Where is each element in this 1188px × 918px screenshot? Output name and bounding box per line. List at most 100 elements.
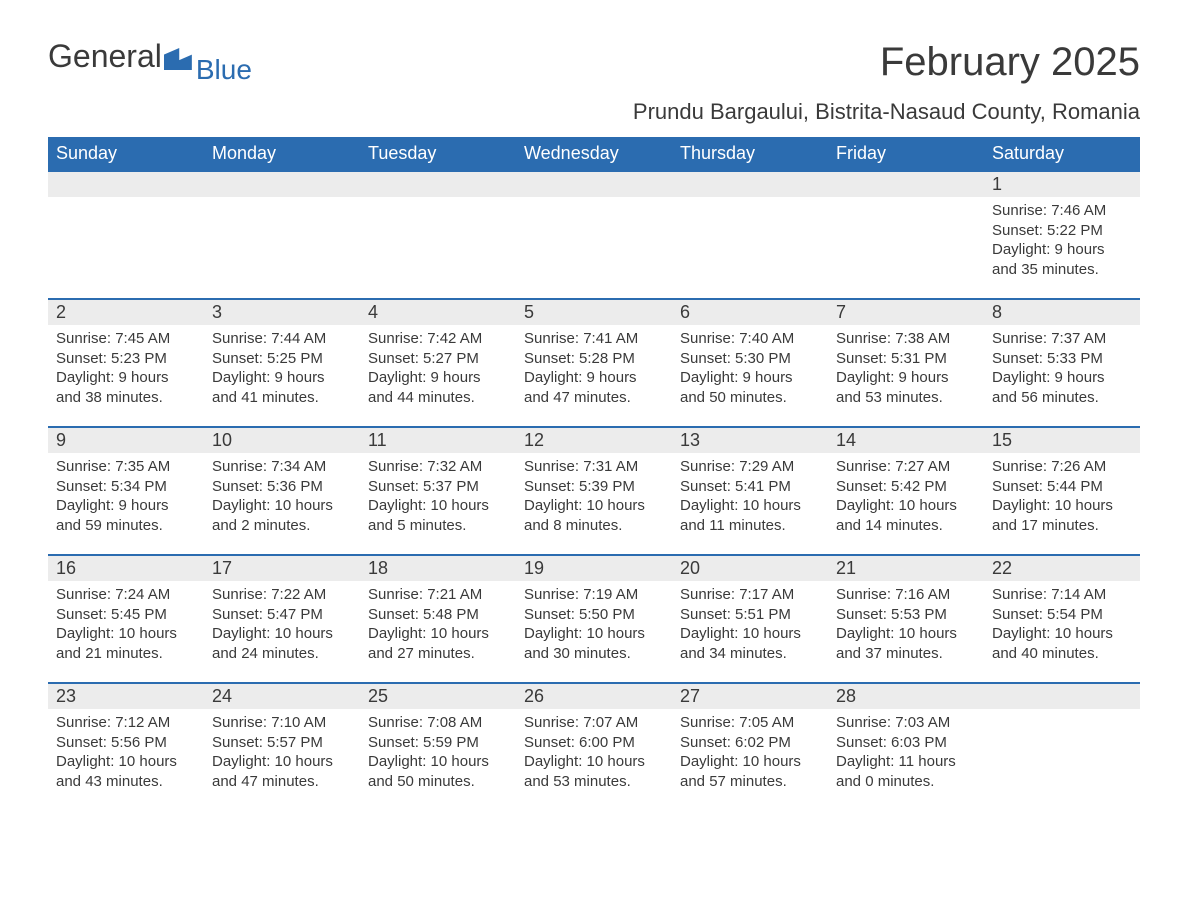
sunrise-line: Sunrise: 7:19 AM: [524, 585, 664, 605]
sunrise-line: Sunrise: 7:38 AM: [836, 329, 976, 349]
day-header-row: SundayMondayTuesdayWednesdayThursdayFrid…: [48, 137, 1140, 171]
day-body: Sunrise: 7:46 AMSunset: 5:22 PMDaylight:…: [984, 197, 1140, 287]
day-body: [516, 197, 672, 209]
day-cell: [828, 171, 984, 299]
sunrise-line: Sunrise: 7:03 AM: [836, 713, 976, 733]
day-body: Sunrise: 7:26 AMSunset: 5:44 PMDaylight:…: [984, 453, 1140, 543]
daylight-line: Daylight: 10 hours and 27 minutes.: [368, 624, 508, 663]
sunset-line: Sunset: 5:56 PM: [56, 733, 196, 753]
day-number: 7: [828, 300, 984, 325]
daylight-line: Daylight: 10 hours and 57 minutes.: [680, 752, 820, 791]
day-body: Sunrise: 7:29 AMSunset: 5:41 PMDaylight:…: [672, 453, 828, 543]
day-cell: 1Sunrise: 7:46 AMSunset: 5:22 PMDaylight…: [984, 171, 1140, 299]
day-body: Sunrise: 7:12 AMSunset: 5:56 PMDaylight:…: [48, 709, 204, 799]
day-cell: 2Sunrise: 7:45 AMSunset: 5:23 PMDaylight…: [48, 299, 204, 427]
sunset-line: Sunset: 5:33 PM: [992, 349, 1132, 369]
title-block: February 2025: [880, 40, 1140, 85]
day-body: Sunrise: 7:41 AMSunset: 5:28 PMDaylight:…: [516, 325, 672, 415]
day-body: Sunrise: 7:45 AMSunset: 5:23 PMDaylight:…: [48, 325, 204, 415]
day-number: 16: [48, 556, 204, 581]
brand-part2: Blue: [196, 56, 252, 84]
daylight-line: Daylight: 10 hours and 21 minutes.: [56, 624, 196, 663]
sunrise-line: Sunrise: 7:42 AM: [368, 329, 508, 349]
daylight-line: Daylight: 9 hours and 44 minutes.: [368, 368, 508, 407]
sunrise-line: Sunrise: 7:16 AM: [836, 585, 976, 605]
daylight-line: Daylight: 10 hours and 50 minutes.: [368, 752, 508, 791]
sunset-line: Sunset: 5:25 PM: [212, 349, 352, 369]
day-body: Sunrise: 7:34 AMSunset: 5:36 PMDaylight:…: [204, 453, 360, 543]
week-row: 1Sunrise: 7:46 AMSunset: 5:22 PMDaylight…: [48, 171, 1140, 299]
day-cell: 17Sunrise: 7:22 AMSunset: 5:47 PMDayligh…: [204, 555, 360, 683]
day-body: Sunrise: 7:37 AMSunset: 5:33 PMDaylight:…: [984, 325, 1140, 415]
sunrise-line: Sunrise: 7:45 AM: [56, 329, 196, 349]
sunrise-line: Sunrise: 7:37 AM: [992, 329, 1132, 349]
day-cell: 14Sunrise: 7:27 AMSunset: 5:42 PMDayligh…: [828, 427, 984, 555]
day-cell: 5Sunrise: 7:41 AMSunset: 5:28 PMDaylight…: [516, 299, 672, 427]
daylight-line: Daylight: 10 hours and 40 minutes.: [992, 624, 1132, 663]
day-cell: [672, 171, 828, 299]
sunset-line: Sunset: 5:45 PM: [56, 605, 196, 625]
sunrise-line: Sunrise: 7:46 AM: [992, 201, 1132, 221]
day-header: Sunday: [48, 137, 204, 171]
day-body: Sunrise: 7:44 AMSunset: 5:25 PMDaylight:…: [204, 325, 360, 415]
day-header: Tuesday: [360, 137, 516, 171]
day-cell: 18Sunrise: 7:21 AMSunset: 5:48 PMDayligh…: [360, 555, 516, 683]
location-line: Prundu Bargaului, Bistrita-Nasaud County…: [48, 99, 1140, 125]
daylight-line: Daylight: 9 hours and 35 minutes.: [992, 240, 1132, 279]
day-cell: 10Sunrise: 7:34 AMSunset: 5:36 PMDayligh…: [204, 427, 360, 555]
day-body: Sunrise: 7:24 AMSunset: 5:45 PMDaylight:…: [48, 581, 204, 671]
sunset-line: Sunset: 5:50 PM: [524, 605, 664, 625]
day-cell: 4Sunrise: 7:42 AMSunset: 5:27 PMDaylight…: [360, 299, 516, 427]
day-cell: 15Sunrise: 7:26 AMSunset: 5:44 PMDayligh…: [984, 427, 1140, 555]
daylight-line: Daylight: 10 hours and 37 minutes.: [836, 624, 976, 663]
day-number: [48, 172, 204, 197]
day-number: [360, 172, 516, 197]
day-cell: 28Sunrise: 7:03 AMSunset: 6:03 PMDayligh…: [828, 683, 984, 811]
sunrise-line: Sunrise: 7:07 AM: [524, 713, 664, 733]
daylight-line: Daylight: 9 hours and 47 minutes.: [524, 368, 664, 407]
day-cell: 19Sunrise: 7:19 AMSunset: 5:50 PMDayligh…: [516, 555, 672, 683]
sunset-line: Sunset: 5:57 PM: [212, 733, 352, 753]
day-number: 23: [48, 684, 204, 709]
brand-part1: General: [48, 40, 162, 72]
day-body: [360, 197, 516, 209]
day-number: [828, 172, 984, 197]
day-number: 10: [204, 428, 360, 453]
sunrise-line: Sunrise: 7:35 AM: [56, 457, 196, 477]
daylight-line: Daylight: 10 hours and 17 minutes.: [992, 496, 1132, 535]
sunset-line: Sunset: 5:28 PM: [524, 349, 664, 369]
day-body: Sunrise: 7:35 AMSunset: 5:34 PMDaylight:…: [48, 453, 204, 543]
day-body: [984, 709, 1140, 721]
sunrise-line: Sunrise: 7:05 AM: [680, 713, 820, 733]
sunset-line: Sunset: 6:02 PM: [680, 733, 820, 753]
sunrise-line: Sunrise: 7:21 AM: [368, 585, 508, 605]
day-cell: 12Sunrise: 7:31 AMSunset: 5:39 PMDayligh…: [516, 427, 672, 555]
day-cell: 20Sunrise: 7:17 AMSunset: 5:51 PMDayligh…: [672, 555, 828, 683]
day-body: [204, 197, 360, 209]
daylight-line: Daylight: 9 hours and 50 minutes.: [680, 368, 820, 407]
day-cell: 7Sunrise: 7:38 AMSunset: 5:31 PMDaylight…: [828, 299, 984, 427]
day-header: Wednesday: [516, 137, 672, 171]
day-number: [984, 684, 1140, 709]
sunrise-line: Sunrise: 7:40 AM: [680, 329, 820, 349]
week-row: 23Sunrise: 7:12 AMSunset: 5:56 PMDayligh…: [48, 683, 1140, 811]
day-number: 14: [828, 428, 984, 453]
day-number: 11: [360, 428, 516, 453]
day-number: 8: [984, 300, 1140, 325]
sunrise-line: Sunrise: 7:41 AM: [524, 329, 664, 349]
daylight-line: Daylight: 10 hours and 53 minutes.: [524, 752, 664, 791]
day-header: Monday: [204, 137, 360, 171]
day-cell: 21Sunrise: 7:16 AMSunset: 5:53 PMDayligh…: [828, 555, 984, 683]
sunrise-line: Sunrise: 7:29 AM: [680, 457, 820, 477]
day-number: 28: [828, 684, 984, 709]
day-number: 15: [984, 428, 1140, 453]
day-body: Sunrise: 7:27 AMSunset: 5:42 PMDaylight:…: [828, 453, 984, 543]
sunset-line: Sunset: 5:22 PM: [992, 221, 1132, 241]
day-body: Sunrise: 7:38 AMSunset: 5:31 PMDaylight:…: [828, 325, 984, 415]
sunrise-line: Sunrise: 7:24 AM: [56, 585, 196, 605]
day-body: Sunrise: 7:21 AMSunset: 5:48 PMDaylight:…: [360, 581, 516, 671]
daylight-line: Daylight: 10 hours and 14 minutes.: [836, 496, 976, 535]
daylight-line: Daylight: 9 hours and 53 minutes.: [836, 368, 976, 407]
calendar-head: SundayMondayTuesdayWednesdayThursdayFrid…: [48, 137, 1140, 171]
daylight-line: Daylight: 9 hours and 38 minutes.: [56, 368, 196, 407]
